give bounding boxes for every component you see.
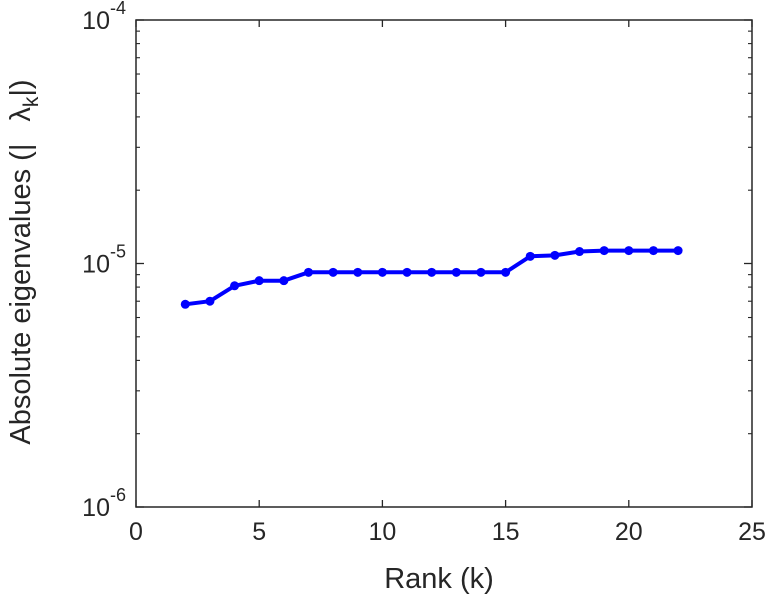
data-point — [180, 299, 190, 309]
y-tick-label: 10-5 — [82, 242, 126, 279]
x-axis-label: Rank (k) — [384, 563, 494, 595]
y-tick-label: 10-4 — [82, 0, 126, 35]
x-tick-label: 20 — [615, 518, 643, 546]
axis-labels: Rank (k) Absolute eigenvalues (| λk|) — [5, 79, 494, 595]
x-tick-label: 0 — [129, 518, 143, 546]
data-point — [254, 276, 264, 286]
data-point — [501, 267, 511, 277]
x-tick-label: 25 — [738, 518, 766, 546]
data-point — [525, 251, 535, 261]
x-tick-label: 15 — [492, 518, 520, 546]
series-layer — [180, 246, 683, 309]
data-point — [648, 246, 658, 256]
data-point — [230, 281, 240, 291]
data-point — [624, 246, 634, 256]
data-point — [303, 267, 313, 277]
data-point — [451, 267, 461, 277]
data-point — [205, 296, 215, 306]
y-tick-label: 10-6 — [82, 485, 126, 522]
y-axis-label-subscript: k — [20, 96, 43, 107]
data-point — [279, 276, 289, 286]
data-point — [673, 246, 683, 256]
y-axis-label-symbol: λ — [5, 107, 37, 122]
data-point — [377, 267, 387, 277]
data-point — [328, 267, 338, 277]
y-axis-label-main: Absolute eigenvalues (| — [5, 144, 37, 445]
axes — [135, 19, 753, 508]
plot-box — [135, 19, 753, 508]
data-point — [353, 267, 363, 277]
y-axis-label: Absolute eigenvalues (| λk|) — [5, 79, 43, 444]
data-point — [599, 246, 609, 256]
ticks: 0 5 10 15 20 25 10-6 10-5 10-4 — [82, 0, 766, 546]
data-point — [550, 250, 560, 260]
data-point — [476, 267, 486, 277]
y-axis-label-group: Absolute eigenvalues (| λk|) — [5, 79, 43, 444]
x-tick-label: 5 — [252, 518, 266, 546]
y-axis-label-close: |) — [5, 79, 37, 96]
x-tick-label: 10 — [368, 518, 396, 546]
data-point — [427, 267, 437, 277]
data-point — [402, 267, 412, 277]
data-point — [575, 247, 585, 257]
